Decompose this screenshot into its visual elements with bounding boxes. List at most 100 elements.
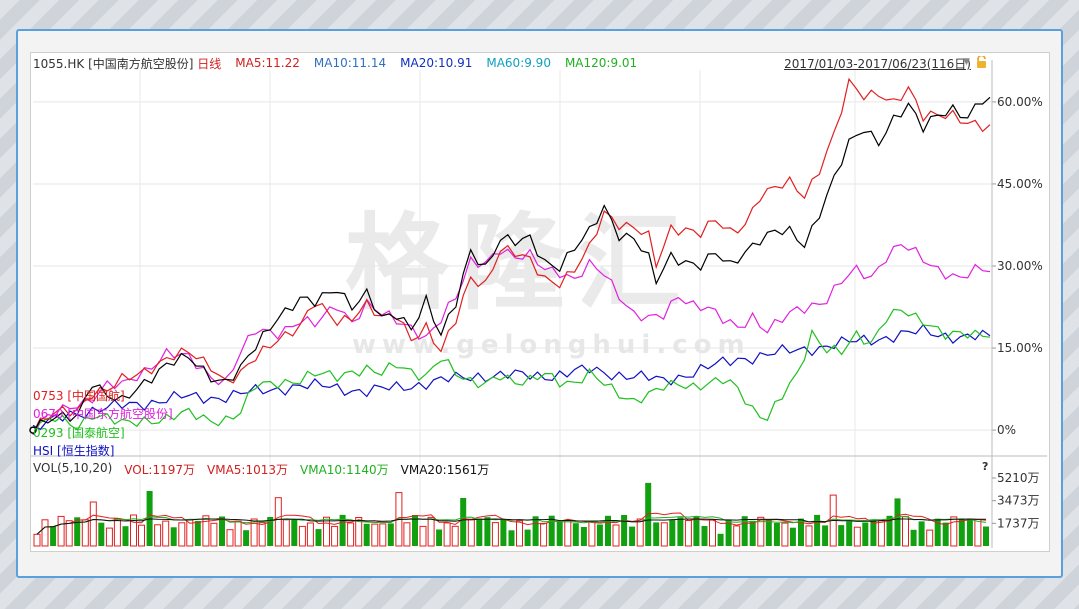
volume-bar-down xyxy=(629,526,636,546)
volume-bar-down xyxy=(98,522,105,546)
volume-bar-down xyxy=(460,498,467,546)
series-line-hsi xyxy=(32,323,991,431)
volume-bar-down xyxy=(122,526,129,546)
volume-bar-up xyxy=(282,519,290,547)
lock-icon[interactable] xyxy=(976,56,987,68)
vol-tick-label: 3473万 xyxy=(997,494,1040,508)
volume-bar-up xyxy=(355,517,363,547)
ma5-readout: MA5:11.22 xyxy=(235,56,300,70)
vol-tick-label: 5210万 xyxy=(997,471,1040,485)
volume-bar-up xyxy=(419,525,427,547)
volume-bar-up xyxy=(540,522,548,547)
watermark-url: www.gelonghui.com xyxy=(352,330,751,360)
chart-header: 1055.HK [中国南方航空股份] 日线 MA5:11.22 MA10:11.… xyxy=(33,54,637,72)
legend-code: HSI xyxy=(33,444,54,458)
volume-bar-down xyxy=(822,525,829,546)
volume-bar-up xyxy=(33,533,41,547)
volume-bar-down xyxy=(910,529,917,546)
volume-bar-up xyxy=(588,520,596,547)
volume-bar-up xyxy=(113,518,121,547)
volume-bar-down xyxy=(484,517,491,546)
legend-code: 0670 xyxy=(33,407,64,421)
volume-bar-down xyxy=(749,520,756,546)
volume-bar-down xyxy=(693,516,700,546)
volume-bar-down xyxy=(500,519,507,546)
legend-name: [恒生指数] xyxy=(57,444,115,458)
volume-bar-down xyxy=(645,482,652,546)
volume-bar-up xyxy=(138,524,145,547)
volume-bar-down xyxy=(219,516,225,546)
volume-bar-up xyxy=(451,525,459,547)
volume-header: VOL(5,10,20) VOL:1197万 VMA5:1013万 VMA10:… xyxy=(33,461,489,478)
volume-bar-up xyxy=(467,519,475,547)
volume-bar-down xyxy=(243,530,250,546)
volume-bar-down xyxy=(870,519,877,546)
volume-bar-up xyxy=(926,529,934,547)
legend-code: 0293 xyxy=(33,426,64,440)
vma20-readout: VMA20:1561万 xyxy=(400,463,490,477)
volume-bar-up xyxy=(65,520,73,547)
legend-item-0293[interactable]: 0293 [国泰航空] xyxy=(33,424,125,441)
volume-bar-down xyxy=(958,518,965,546)
vol-tick-label: 1737万 xyxy=(997,516,1040,530)
volume-bar-down xyxy=(412,515,418,546)
volume-bar-down xyxy=(701,526,708,546)
volume-bar-down xyxy=(846,521,853,546)
period-label[interactable]: 日线 xyxy=(197,56,222,71)
legend-item-0753[interactable]: 0753 [中国国航] xyxy=(33,387,125,404)
volume-bar-up xyxy=(41,519,49,547)
legend-name: [中国东方航空股份] xyxy=(67,407,173,421)
volume-bar-up xyxy=(186,519,194,547)
legend-item-hsi[interactable]: HSI [恒生指数] xyxy=(33,442,114,459)
legend-code: 0753 xyxy=(33,389,64,403)
volume-bar-up xyxy=(853,526,861,547)
ma120-readout: MA120:9.01 xyxy=(564,56,638,70)
volume-bar-down xyxy=(966,519,973,546)
volume-bar-down xyxy=(741,516,748,546)
volume-bar-down xyxy=(773,523,780,546)
stock-symbol: 1055.HK xyxy=(33,56,85,71)
volume-bar-down xyxy=(315,529,322,546)
series-line-ca xyxy=(32,77,991,435)
volume-bar-up xyxy=(162,520,170,547)
volume-bar-up xyxy=(612,524,620,547)
help-icon[interactable]: ? xyxy=(982,460,989,473)
volume-bar-up xyxy=(684,520,692,547)
volume-bar-down xyxy=(524,529,531,546)
volume-bar-up xyxy=(781,522,789,547)
date-range-selector[interactable]: 2017/01/03-2017/06/23(116日) xyxy=(784,57,971,71)
volume-bar-down xyxy=(798,518,804,546)
volume-bar-up xyxy=(709,519,716,547)
volume-bar-down xyxy=(267,517,274,546)
volume-bar-up xyxy=(757,516,765,547)
y-tick-label: 30.00% xyxy=(997,259,1043,273)
volume-bar-down xyxy=(717,533,724,546)
volume-bar-up xyxy=(306,522,314,547)
series-line-ce xyxy=(32,244,991,436)
volume-bar-up xyxy=(130,514,137,547)
volume-bar-up xyxy=(877,520,885,547)
legend-name: [中国国航] xyxy=(67,389,125,403)
series-line-main xyxy=(32,96,991,435)
volume-bar-down xyxy=(74,517,81,546)
volume-bar-up xyxy=(902,516,909,547)
volume-bar-up xyxy=(974,519,982,547)
volume-bar-down xyxy=(339,514,346,546)
volume-bar-down xyxy=(765,520,772,546)
volume-bar-down xyxy=(725,519,732,546)
volume-bar-up xyxy=(403,522,411,547)
volume-bar-down xyxy=(983,526,989,546)
volume-bar-down xyxy=(894,498,901,546)
chevron-down-icon[interactable]: ▼ xyxy=(963,57,970,67)
volume-bar-down xyxy=(548,515,555,546)
volume-bar-up xyxy=(443,522,451,547)
volume-bar-up xyxy=(234,520,242,547)
legend-item-0670[interactable]: 0670 [中国东方航空股份] xyxy=(33,405,173,422)
volume-bar-up xyxy=(636,518,644,547)
volume-bar-up xyxy=(57,515,65,547)
volume-bar-down xyxy=(838,525,845,546)
volume-bar-down xyxy=(170,527,177,546)
ma60-readout: MA60:9.90 xyxy=(486,56,551,70)
volume-bar-down xyxy=(934,518,941,546)
